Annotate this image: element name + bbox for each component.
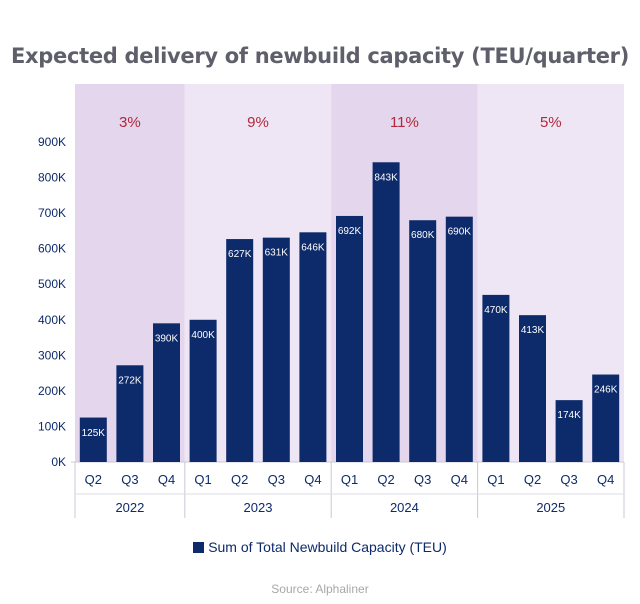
y-tick-label: 300K xyxy=(38,348,66,362)
bar-value-label: 413K xyxy=(521,325,545,336)
legend: Sum of Total Newbuild Capacity (TEU) xyxy=(0,539,640,555)
bar xyxy=(226,239,254,462)
bar-value-label: 400K xyxy=(191,330,215,341)
year-share-2022: 3% xyxy=(119,114,141,131)
year-label-2024: 2024 xyxy=(390,500,419,515)
bar-value-label: 246K xyxy=(594,385,618,396)
bar xyxy=(116,365,144,462)
x-tick-label: Q1 xyxy=(194,472,211,487)
bar-value-label: 470K xyxy=(484,305,508,316)
x-tick-label: Q1 xyxy=(341,472,358,487)
bar xyxy=(262,237,290,462)
x-tick-label: Q2 xyxy=(231,472,248,487)
bar-value-label: 690K xyxy=(448,227,472,238)
bar-value-label: 646K xyxy=(301,242,325,253)
bar-value-label: 272K xyxy=(118,375,142,386)
x-tick-label: Q3 xyxy=(414,472,431,487)
bar xyxy=(153,323,180,462)
year-share-2025: 5% xyxy=(540,114,562,131)
bar xyxy=(299,232,327,462)
bar-value-label: 692K xyxy=(338,226,362,237)
bar-value-label: 680K xyxy=(411,230,435,241)
bar xyxy=(409,220,437,462)
bar xyxy=(336,215,363,462)
year-share-2023: 9% xyxy=(247,114,269,131)
y-tick-label: 900K xyxy=(38,135,66,149)
y-tick-label: 200K xyxy=(38,384,66,398)
bar xyxy=(555,400,583,462)
year-share-2024: 11% xyxy=(390,114,419,131)
bar-value-label: 843K xyxy=(374,172,398,183)
x-tick-label: Q3 xyxy=(268,472,285,487)
source-note: Source: Alphaliner xyxy=(271,582,369,596)
x-tick-label: Q3 xyxy=(121,472,138,487)
bar xyxy=(189,319,217,462)
y-tick-label: 800K xyxy=(38,171,66,185)
x-tick-label: Q2 xyxy=(377,472,394,487)
y-tick-label: 700K xyxy=(38,206,66,220)
y-tick-label: 400K xyxy=(38,313,66,327)
x-tick-label: Q4 xyxy=(304,472,321,487)
x-tick-label: Q3 xyxy=(560,472,577,487)
bar-value-label: 631K xyxy=(265,248,289,259)
bar-value-label: 390K xyxy=(155,333,179,344)
x-tick-label: Q4 xyxy=(597,472,614,487)
y-tick-label: 600K xyxy=(38,242,66,256)
legend-swatch xyxy=(193,542,205,553)
x-tick-label: Q4 xyxy=(158,472,175,487)
legend-label: Sum of Total Newbuild Capacity (TEU) xyxy=(208,539,447,555)
chart-title: Expected delivery of newbuild capacity (… xyxy=(10,44,630,68)
bar xyxy=(482,294,510,462)
y-tick-label: 500K xyxy=(38,277,66,291)
bar-value-label: 125K xyxy=(82,428,106,439)
bar xyxy=(372,162,400,462)
bar-value-label: 627K xyxy=(228,249,252,260)
bar xyxy=(519,315,546,462)
bar xyxy=(79,417,107,462)
bar-value-label: 174K xyxy=(557,410,581,421)
x-tick-label: Q2 xyxy=(85,472,102,487)
year-label-2023: 2023 xyxy=(244,500,273,515)
y-tick-label: 0K xyxy=(51,455,66,469)
y-tick-label: 100K xyxy=(38,419,66,433)
year-label-2025: 2025 xyxy=(536,500,565,515)
x-tick-label: Q2 xyxy=(524,472,541,487)
x-tick-label: Q4 xyxy=(451,472,468,487)
bar xyxy=(445,216,473,462)
x-tick-label: Q1 xyxy=(487,472,504,487)
bar xyxy=(592,374,620,462)
year-label-2022: 2022 xyxy=(115,500,144,515)
